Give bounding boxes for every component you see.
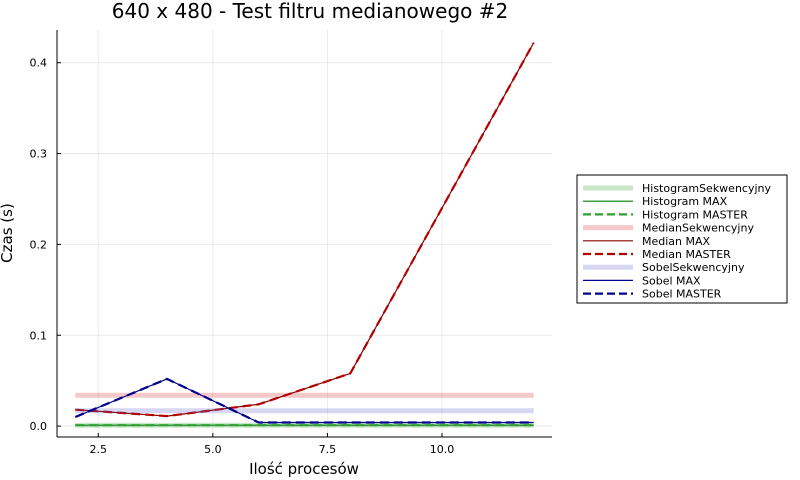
legend-label-sobel-master: Sobel MASTER	[642, 288, 722, 301]
grid	[57, 30, 552, 437]
legend-box	[576, 174, 788, 304]
x-tick-label: 10.0	[430, 443, 455, 456]
legend-label-median-master: Median MASTER	[642, 248, 731, 261]
series-line-median-master	[75, 42, 535, 418]
legend-label-histogramsekwencyjny: HistogramSekwencyjny	[642, 182, 772, 195]
legend-label-median-max: Median MAX	[642, 235, 711, 248]
series-line-sobel-master	[74, 377, 534, 424]
y-tick-label: 0.2	[30, 238, 48, 251]
legend-label-histogram-master: Histogram MASTER	[642, 208, 748, 221]
series-layer	[74, 42, 535, 428]
chart-title: 640 x 480 - Test filtru medianowego #2	[112, 0, 508, 23]
x-tick-label: 2.5	[90, 443, 108, 456]
x-tick-label: 7.5	[319, 443, 337, 456]
y-tick-label: 0.0	[30, 420, 48, 433]
ticks: 2.5 5.0 7.5 10.0 0.0 0.1 0.2 0.3 0.4	[30, 57, 455, 456]
x-tick-label: 5.0	[204, 443, 222, 456]
y-tick-label: 0.3	[30, 148, 48, 161]
legend-label-histogram-max: Histogram MAX	[642, 195, 728, 208]
legend-label-mediansekwencyjny: MedianSekwencyjny	[642, 222, 754, 235]
legend-label-sobelsekwencyjny: SobelSekwencyjny	[642, 261, 745, 274]
y-axis-title: Czas (s)	[0, 203, 16, 263]
x-axis-title: Ilość procesów	[249, 460, 359, 478]
legend-label-sobel-max: Sobel MAX	[642, 274, 701, 287]
y-tick-label: 0.1	[30, 329, 48, 342]
y-tick-label: 0.4	[30, 57, 48, 70]
axes	[56, 30, 552, 438]
